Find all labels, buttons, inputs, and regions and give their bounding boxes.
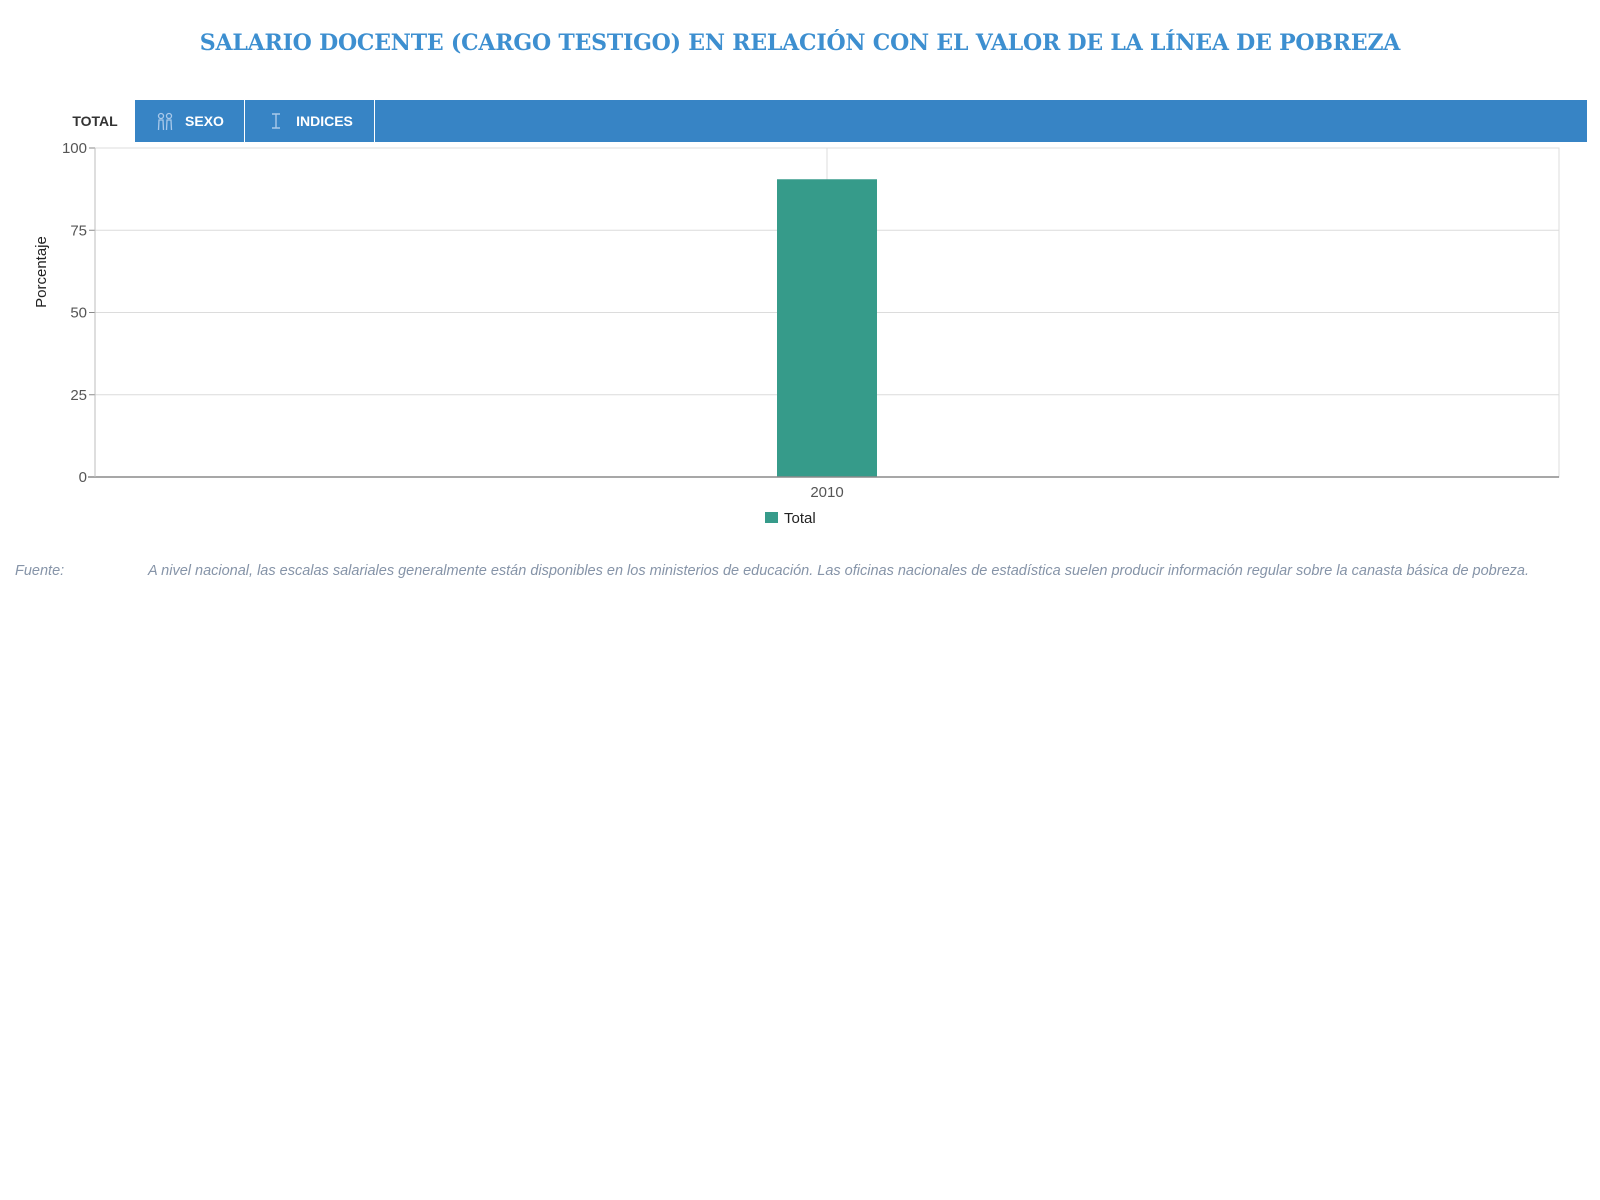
y-tick-label: 50 (70, 305, 87, 322)
bars (777, 179, 877, 477)
source-text: A nivel nacional, las escalas salariales… (148, 563, 1529, 579)
tab-indices[interactable]: INDICES (245, 100, 375, 142)
tab-indices-label: INDICES (296, 113, 353, 129)
legend: Total (765, 510, 816, 527)
tab-sexo-label: SEXO (185, 113, 224, 129)
y-tick-label: 75 (70, 222, 87, 239)
index-icon (266, 111, 286, 131)
gender-icon (155, 111, 175, 131)
x-tick-label: 2010 (810, 484, 843, 501)
tab-bar: TOTAL SEXO INDICES (55, 100, 1587, 142)
bar-chart: 0 25 50 75 100 2010 Porcentaje Total (33, 142, 1560, 527)
source-note: Fuente: A nivel nacional, las escalas sa… (15, 560, 1585, 583)
page-title: SALARIO DOCENTE (CARGO TESTIGO) EN RELAC… (199, 30, 1401, 56)
legend-swatch (765, 512, 778, 523)
y-tick-label: 0 (79, 469, 87, 486)
chart-area: 0 25 50 75 100 2010 Porcentaje Total (0, 142, 1600, 542)
x-axis-ticks: 2010 (810, 484, 843, 501)
tab-sexo[interactable]: SEXO (135, 100, 245, 142)
y-tick-label: 25 (70, 387, 87, 404)
source-label: Fuente: (15, 563, 65, 579)
tab-total-label: TOTAL (72, 113, 118, 129)
bar[interactable] (777, 179, 877, 477)
tab-total[interactable]: TOTAL (55, 100, 135, 142)
y-axis-ticks: 0 25 50 75 100 (62, 142, 95, 486)
legend-label[interactable]: Total (784, 510, 816, 527)
y-axis-label: Porcentaje (33, 236, 50, 308)
y-tick-label: 100 (62, 142, 87, 157)
